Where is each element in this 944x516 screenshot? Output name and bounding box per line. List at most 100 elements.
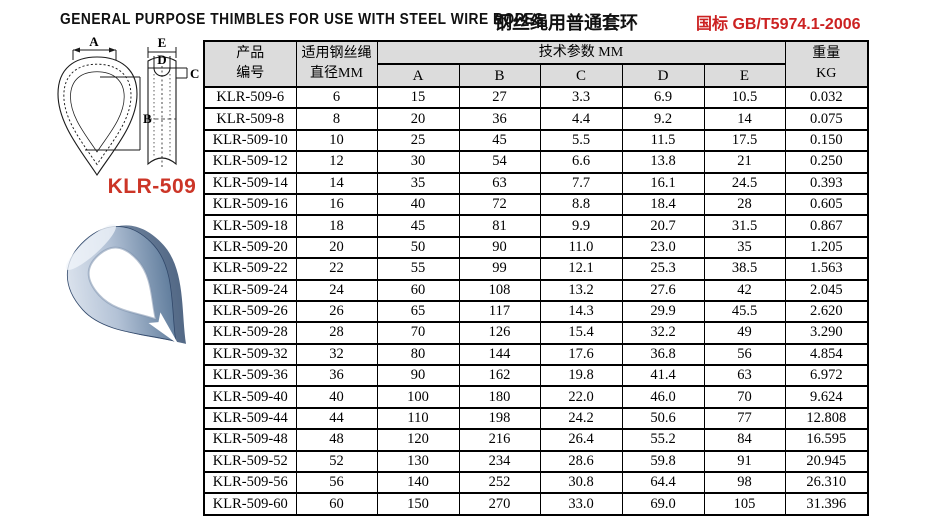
value-cell: 6.972 <box>784 364 869 388</box>
value-cell: 46.0 <box>621 385 705 409</box>
table-row: KLR-509-14 14 35 63 7.7 16.1 24.5 0.393 <box>203 171 869 195</box>
value-cell: 55 <box>376 257 460 281</box>
weight-header-line1: 重量 <box>812 46 841 61</box>
table-row: KLR-509-18 18 45 81 9.9 20.7 31.5 0.867 <box>203 214 869 238</box>
value-cell: 18 <box>295 214 378 238</box>
front-view-inner-outline <box>70 71 125 153</box>
value-cell: 65 <box>376 299 460 324</box>
value-cell: 9.624 <box>784 385 869 409</box>
product-header-line2: 编号 <box>236 66 265 81</box>
product-code-cell: KLR-509-40 <box>203 385 297 409</box>
table-row: KLR-509-12 12 30 54 6.6 13.8 21 0.250 <box>203 150 869 174</box>
table-row: KLR-509-56 56 140 252 30.8 64.4 98 26.310 <box>203 471 869 495</box>
value-cell: 64.4 <box>621 471 705 495</box>
table-row: KLR-509-16 16 40 72 8.8 18.4 28 0.605 <box>203 192 869 217</box>
value-cell: 20.945 <box>784 449 869 474</box>
value-cell: 49 <box>703 321 786 345</box>
thimble-groove-hole <box>87 246 158 321</box>
value-cell: 26.310 <box>784 471 869 495</box>
value-cell: 90 <box>458 235 541 260</box>
diameter-header-line1: 适用钢丝绳 <box>301 46 372 61</box>
product-code-cell: KLR-509-32 <box>203 342 297 367</box>
value-cell: 2.620 <box>784 299 869 324</box>
product-header-line1: 产品 <box>236 46 265 61</box>
value-cell: 98 <box>703 471 786 495</box>
value-cell: 59.8 <box>621 449 705 474</box>
dim-a-arrow-right <box>109 47 116 53</box>
weight-header-line2: KG <box>816 66 837 81</box>
value-cell: 1.563 <box>784 257 869 281</box>
value-cell: 54 <box>458 150 541 174</box>
column-header-dim-d: D <box>621 63 705 88</box>
value-cell: 77 <box>703 406 786 431</box>
value-cell: 60 <box>295 492 378 516</box>
value-cell: 9.9 <box>539 214 623 238</box>
value-cell: 16.595 <box>784 428 869 452</box>
standard-number-label: 国标 GB/T5974.1-2006 <box>696 16 861 33</box>
value-cell: 36 <box>458 107 541 131</box>
product-code-cell: KLR-509-28 <box>203 321 297 345</box>
value-cell: 41.4 <box>621 364 705 388</box>
value-cell: 120 <box>376 428 460 452</box>
value-cell: 90 <box>376 364 460 388</box>
column-header-weight: 重量 KG <box>784 40 869 88</box>
product-code-cell: KLR-509-12 <box>203 150 297 174</box>
column-header-dim-b: B <box>458 63 541 88</box>
value-cell: 14.3 <box>539 299 623 324</box>
value-cell: 20 <box>295 235 378 260</box>
value-cell: 105 <box>703 492 786 516</box>
value-cell: 0.150 <box>784 128 869 153</box>
value-cell: 29.9 <box>621 299 705 324</box>
value-cell: 56 <box>295 471 378 495</box>
value-cell: 24 <box>295 278 378 302</box>
value-cell: 3.3 <box>539 85 623 110</box>
value-cell: 32.2 <box>621 321 705 345</box>
value-cell: 24.5 <box>703 171 786 195</box>
value-cell: 80 <box>376 342 460 367</box>
value-cell: 36.8 <box>621 342 705 367</box>
table-row: KLR-509-24 24 60 108 13.2 27.6 42 2.045 <box>203 278 869 302</box>
product-code-cell: KLR-509-10 <box>203 128 297 153</box>
value-cell: 60 <box>376 278 460 302</box>
product-code-cell: KLR-509-56 <box>203 471 297 495</box>
value-cell: 44 <box>295 406 378 431</box>
table-row: KLR-509-32 32 80 144 17.6 36.8 56 4.854 <box>203 342 869 367</box>
value-cell: 50.6 <box>621 406 705 431</box>
value-cell: 23.0 <box>621 235 705 260</box>
dim-label-b: B <box>143 111 152 126</box>
dimension-a-lines <box>72 49 117 60</box>
product-code-cell: KLR-509-16 <box>203 192 297 217</box>
value-cell: 69.0 <box>621 492 705 516</box>
value-cell: 45.5 <box>703 299 786 324</box>
product-code-cell: KLR-509-26 <box>203 299 297 324</box>
value-cell: 45 <box>458 128 541 153</box>
value-cell: 70 <box>703 385 786 409</box>
table-row: KLR-509-60 60 150 270 33.0 69.0 105 31.396 <box>203 492 869 516</box>
column-header-dim-c: C <box>539 63 623 88</box>
value-cell: 180 <box>458 385 541 409</box>
table-row: KLR-509-52 52 130 234 28.6 59.8 91 20.945 <box>203 449 869 474</box>
value-cell: 12 <box>295 150 378 174</box>
value-cell: 2.045 <box>784 278 869 302</box>
table-row: KLR-509-40 40 100 180 22.0 46.0 70 9.624 <box>203 385 869 409</box>
value-cell: 31.5 <box>703 214 786 238</box>
value-cell: 63 <box>458 171 541 195</box>
value-cell: 35 <box>376 171 460 195</box>
value-cell: 252 <box>458 471 541 495</box>
value-cell: 130 <box>376 449 460 474</box>
product-code-cell: KLR-509-44 <box>203 406 297 431</box>
value-cell: 10.5 <box>703 85 786 110</box>
value-cell: 144 <box>458 342 541 367</box>
value-cell: 270 <box>458 492 541 516</box>
column-header-dim-a: A <box>376 63 460 88</box>
value-cell: 20.7 <box>621 214 705 238</box>
value-cell: 81 <box>458 214 541 238</box>
value-cell: 26 <box>295 299 378 324</box>
value-cell: 7.7 <box>539 171 623 195</box>
front-view-middle-outline <box>63 63 132 166</box>
value-cell: 99 <box>458 257 541 281</box>
value-cell: 40 <box>376 192 460 217</box>
dimension-b-lines <box>85 76 141 151</box>
thimble-dimension-diagram: A B E D C <box>57 34 199 177</box>
value-cell: 48 <box>295 428 378 452</box>
